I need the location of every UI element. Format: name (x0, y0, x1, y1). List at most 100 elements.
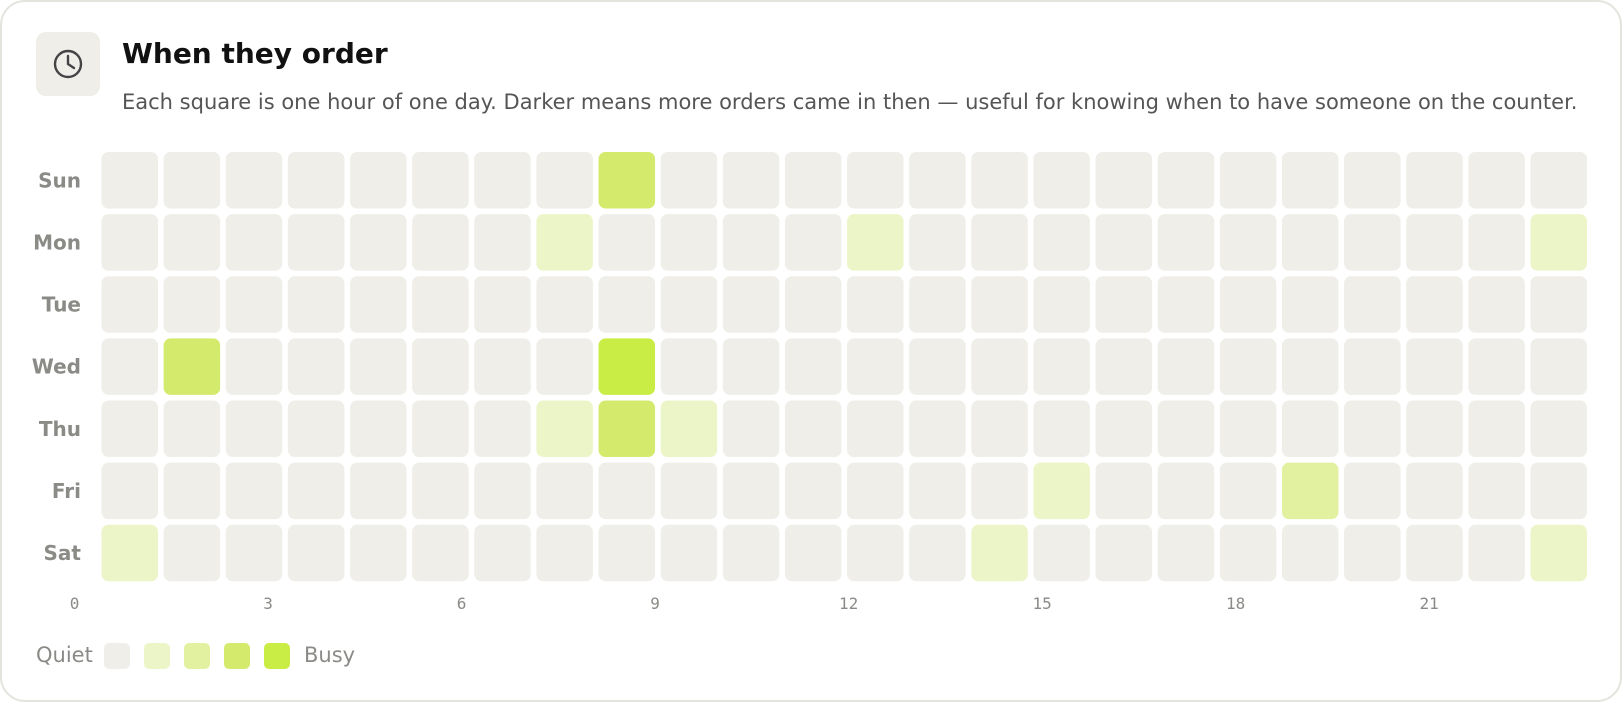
heat-cell (1095, 152, 1153, 209)
heat-cell (474, 400, 531, 458)
heat-cell (722, 338, 780, 395)
heat-cell (1468, 276, 1525, 333)
heat-cell (847, 400, 904, 458)
heat-cell (474, 338, 531, 395)
heat-cell (536, 214, 593, 271)
heat-cell (1468, 152, 1525, 209)
heat-cell (1219, 524, 1277, 582)
heat-cell (101, 152, 158, 209)
heat-cell (1219, 276, 1277, 333)
heat-cell (225, 152, 283, 209)
heat-cell (350, 338, 407, 395)
heat-cell (412, 462, 469, 520)
heat-cell (784, 214, 842, 271)
heat-cell (101, 462, 158, 520)
heat-cell (660, 276, 718, 333)
heat-cell (412, 400, 469, 458)
heat-cell (722, 400, 780, 458)
heat-cell (722, 276, 780, 333)
heat-cell (350, 276, 407, 333)
heat-cell (1095, 400, 1153, 458)
heat-cell (1468, 524, 1525, 582)
y-tick-label: Sat (44, 541, 82, 565)
heat-cell (971, 524, 1028, 582)
heat-cell (1344, 152, 1401, 209)
heat-cell (474, 214, 531, 271)
heat-cell (1219, 152, 1277, 209)
x-tick-label: 15 (1032, 594, 1051, 613)
heat-cell (1219, 338, 1277, 395)
heat-cell (1033, 214, 1090, 271)
heat-cell (598, 462, 656, 520)
heat-cell (1530, 152, 1587, 209)
clock-icon (36, 32, 100, 96)
heat-cell (225, 400, 283, 458)
heat-cell (1033, 338, 1090, 395)
heat-cell (1157, 462, 1215, 520)
heat-cell (660, 400, 718, 458)
heat-cell (287, 400, 345, 458)
heat-cell (1219, 400, 1277, 458)
heat-cell (1530, 276, 1587, 333)
heat-cell (847, 152, 904, 209)
heat-cell (163, 400, 221, 458)
chart-subtitle: Each square is one hour of one day. Dark… (122, 90, 1577, 114)
heat-cell (1157, 524, 1215, 582)
heat-cell (909, 276, 966, 333)
legend-swatch (224, 643, 250, 669)
heat-cell (847, 524, 904, 582)
heat-cell (660, 214, 718, 271)
heat-cell (1281, 214, 1339, 271)
heat-cell (598, 214, 656, 271)
heat-cell (660, 338, 718, 395)
heat-cell (1033, 276, 1090, 333)
chart-title: When they order (122, 37, 388, 70)
heat-cell (350, 524, 407, 582)
heat-cell (971, 152, 1028, 209)
heat-cell (350, 152, 407, 209)
heat-cell (1406, 214, 1463, 271)
heat-cell (1157, 400, 1215, 458)
heat-cell (163, 152, 221, 209)
heat-cell (784, 276, 842, 333)
heat-cell (1157, 214, 1215, 271)
heat-cell (1468, 462, 1525, 520)
heat-cell (971, 276, 1028, 333)
heat-cell (1344, 462, 1401, 520)
heat-cell (225, 276, 283, 333)
heat-cell (1095, 276, 1153, 333)
heat-cell (474, 462, 531, 520)
heat-cell (784, 524, 842, 582)
x-tick-label: 12 (839, 594, 858, 613)
heat-cell (1281, 152, 1339, 209)
y-tick-label: Mon (33, 230, 81, 254)
x-tick-label: 21 (1419, 594, 1438, 613)
heat-cell (1095, 214, 1153, 271)
heat-cell (1033, 400, 1090, 458)
heat-cell (1095, 524, 1153, 582)
legend-swatch (104, 643, 130, 669)
legend-swatch (144, 643, 170, 669)
heat-cell (474, 276, 531, 333)
heat-cell (1157, 152, 1215, 209)
heat-cell (101, 214, 158, 271)
heat-cell (1095, 462, 1153, 520)
heat-cell (971, 338, 1028, 395)
heat-cell (1468, 338, 1525, 395)
heat-cell (536, 400, 593, 458)
heat-cell (909, 338, 966, 395)
heat-cell (784, 152, 842, 209)
legend-swatch (184, 643, 210, 669)
heat-cell (598, 524, 656, 582)
x-tick-label: 6 (457, 594, 467, 613)
heat-cell (163, 214, 221, 271)
heat-cell (660, 152, 718, 209)
heat-cell (474, 524, 531, 582)
heat-cell (287, 338, 345, 395)
heat-cell (660, 524, 718, 582)
heat-cell (722, 524, 780, 582)
heat-cell (909, 462, 966, 520)
heat-cell (1157, 276, 1215, 333)
heat-cell (287, 152, 345, 209)
